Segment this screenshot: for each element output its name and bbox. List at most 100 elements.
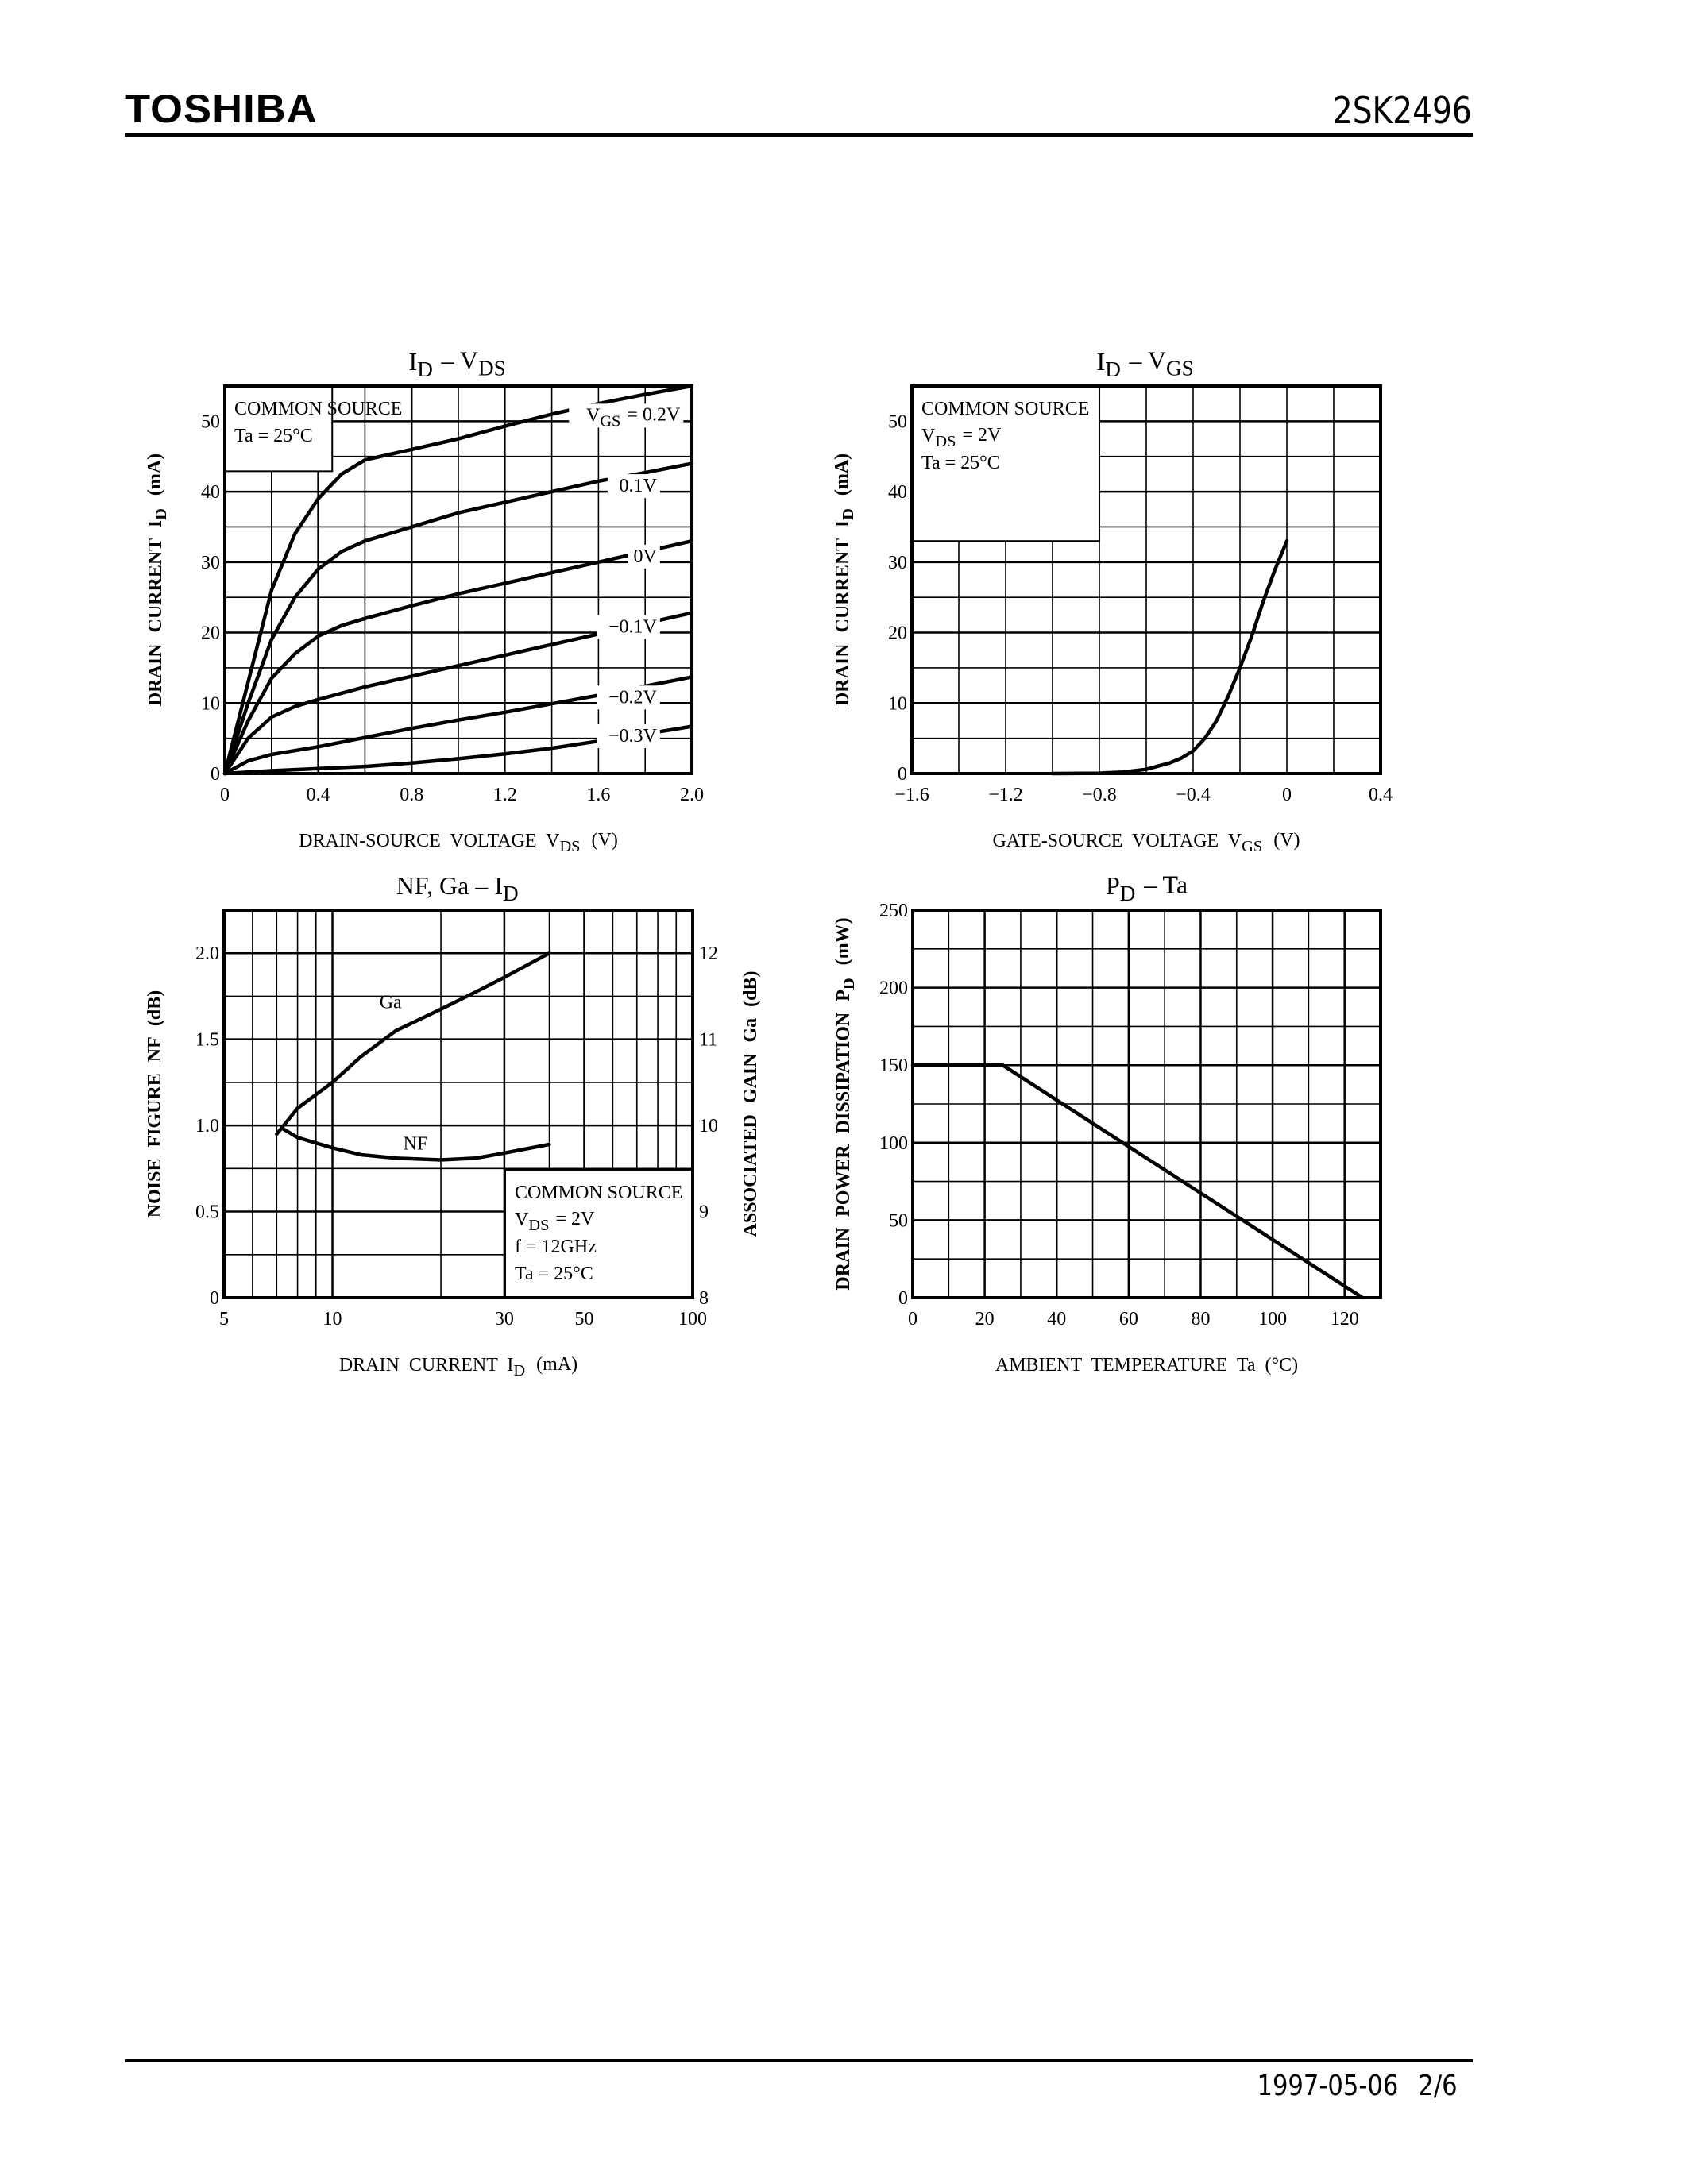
x-tick-label: 80 [1191,1309,1210,1329]
chart-title: ID – VGS [1097,345,1196,381]
x-axis-label: DRAIN CURRENT ID (mA) [339,1354,577,1379]
y-tick-label: 20 [201,623,220,644]
series-label: −0.3V [608,726,658,747]
y2-axis-label: ASSOCIATED GAIN Ga (dB) [740,971,761,1237]
series-label: 0V [634,546,658,567]
y-tick-label: 30 [201,553,220,573]
y-tick-label: 200 [879,978,908,999]
series-0-1v [222,461,694,776]
plot-frame [222,909,694,1299]
x-tick-label: 0 [1282,785,1292,805]
y-tick-label: 0 [211,764,220,785]
annotation-line: Ta = 25°C [921,453,1000,473]
x-tick-label: 30 [495,1309,514,1329]
y-tick-label: 50 [889,1210,908,1231]
y-tick-label: 20 [888,623,907,644]
x-tick-label: −0.8 [1082,785,1117,805]
chart-pd-ta: 0 20 40 60 80 100 120 0 50 100 150 200 250 PD – Ta AMB… [832,870,1382,1376]
y-tick-label: 150 [879,1055,908,1076]
annotation-line: COMMON SOURCE [921,399,1089,419]
x-tick-label: 1.2 [493,785,517,805]
plot-frame [910,384,1382,775]
x-tick-label: 2.0 [680,785,704,805]
y-tick-label: 10 [201,693,220,714]
series-0v [222,538,694,776]
y-tick-label: 1.5 [195,1030,219,1051]
annotation-line: COMMON SOURCE [515,1183,682,1203]
y2-tick-label: 10 [699,1116,718,1136]
y-tick-label: 50 [201,411,220,432]
x-axis-label: DRAIN-SOURCE VOLTAGE VDS (V) [299,830,618,855]
x-tick-label: −1.6 [894,785,929,805]
page-number: 2/6 [1418,2070,1458,2102]
annotation-line: Ta = 25°C [515,1264,593,1284]
y-tick-label: 0.5 [195,1202,219,1223]
y-tick-label: 0 [898,764,907,785]
plot-frame [911,909,1382,1299]
series-label: VGS = 0.2V [586,404,681,430]
legend-box [911,385,1100,542]
y-axis-label: DRAIN CURRENT ID (mA) [832,453,857,706]
chart-id-vgs: COMMON SOURCE VDS = 2V Ta = 25°C −1.6 −1.2 −0… [832,345,1393,856]
series-label: −0.2V [608,687,658,708]
y-tick-label: 10 [888,693,907,714]
series-label: 0.1V [620,476,658,496]
x-tick-label: 1.6 [586,785,610,805]
y-tick-label: 50 [888,411,907,432]
series-label: Ga [380,993,402,1013]
annotation-line: COMMON SOURCE [234,399,402,419]
footer-info: 1997-05-06 2/6 [1257,2070,1458,2102]
x-tick-label: −1.2 [988,785,1023,805]
chart-title: ID – VDS [409,345,508,381]
x-tick-label: 40 [1047,1309,1066,1329]
toshiba-logo: TOSHIBA [125,87,318,131]
legend-box [504,1168,693,1298]
y2-tick-label: 12 [699,943,718,964]
x-tick-label: 5 [219,1309,229,1329]
y-tick-label: 0 [898,1288,908,1309]
series-label: −0.1V [608,617,658,638]
footer-date: 1997-05-06 [1257,2070,1399,2102]
x-tick-label: 20 [975,1309,995,1329]
x-tick-label: 100 [678,1309,707,1329]
series-pd [910,1063,1365,1300]
annotation-line: Ta = 25°C [234,426,313,446]
series-label: NF [404,1133,428,1154]
x-tick-label: 10 [323,1309,342,1329]
part-number: 2SK2496 [1333,89,1472,132]
header-rule [125,133,1473,137]
chart-nf-ga-id: Ga NF COMMON SOURCE VDS = 2V f = 12GHz Ta = 2… [145,870,761,1379]
plot-frame [223,384,693,775]
series-id [1050,538,1289,776]
grid [913,910,1381,1298]
y-tick-label: 100 [879,1133,908,1154]
y-tick-label: 2.0 [195,943,219,964]
x-tick-label: 100 [1258,1309,1287,1329]
y-tick-label: 40 [888,482,907,503]
x-tick-label: 0 [220,785,230,805]
x-tick-label: 50 [574,1309,593,1329]
x-tick-label: 0.8 [400,785,423,805]
y-axis-label: DRAIN CURRENT ID (mA) [145,453,170,706]
y2-tick-label: 9 [699,1202,709,1223]
y2-tick-label: 8 [699,1288,709,1309]
chart-title: NF, Ga – ID [396,870,521,906]
series-ga [275,951,551,1136]
y-tick-label: 250 [879,901,908,921]
x-axis-label: AMBIENT TEMPERATURE Ta (°C) [995,1355,1298,1376]
x-tick-label: 0.4 [307,785,330,805]
chart-id-vds: VGS = 0.2V 0.1V 0V −0.1V −0.2V −0.3V COMMON SO… [145,345,704,856]
y-tick-label: 0 [210,1288,219,1309]
y2-tick-label: 11 [699,1030,717,1051]
annotation-line: VDS = 2V [515,1209,595,1234]
x-tick-label: 120 [1331,1309,1359,1329]
x-tick-label: 60 [1119,1309,1138,1329]
x-axis-label: GATE-SOURCE VOLTAGE VGS (V) [992,830,1300,855]
annotation-line: f = 12GHz [515,1237,597,1257]
series-nf [281,1127,551,1162]
x-tick-label: 0 [908,1309,917,1329]
y-tick-label: 30 [888,553,907,573]
y-axis-label: DRAIN POWER DISSIPATION PD (mW) [832,917,858,1290]
annotation-line: VDS = 2V [921,425,1002,450]
